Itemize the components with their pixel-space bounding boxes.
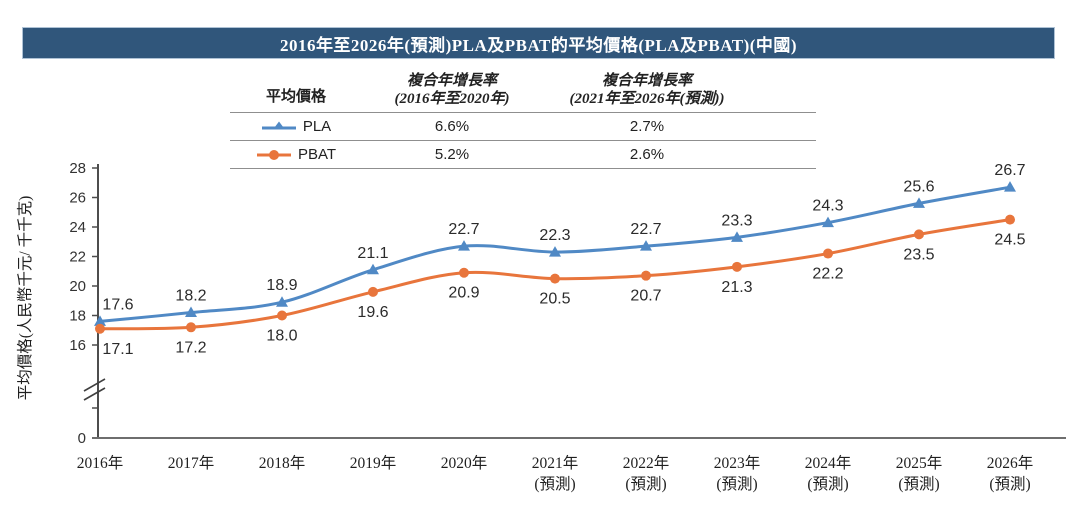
pbat-legend-entry: PBAT — [230, 146, 362, 163]
data-label-pbat: 20.5 — [539, 291, 570, 308]
data-label-pla: 22.3 — [539, 227, 570, 244]
marker-pla — [1004, 181, 1016, 192]
cagr-2016-2020-header: 複合年增長率 (2016年至2020年) — [394, 73, 510, 107]
data-label-pbat: 17.1 — [102, 341, 133, 358]
data-label-pbat: 22.2 — [812, 266, 843, 283]
x-tick-label: 2019年 — [350, 454, 397, 472]
x-tick-label: 2020年 — [441, 454, 488, 472]
marker-pla — [913, 197, 925, 208]
data-label-pbat: 24.5 — [994, 232, 1025, 249]
marker-pla — [822, 216, 834, 228]
marker-pbat — [459, 267, 469, 278]
marker-pbat — [95, 323, 105, 334]
data-label-pla: 21.1 — [357, 245, 388, 262]
data-label-pla: 18.9 — [266, 277, 297, 294]
pbat-cagr-2016-2020: 5.2% — [434, 146, 470, 163]
pbat-cagr-2021-2026: 2.6% — [629, 146, 665, 163]
data-label-pbat: 18.0 — [266, 328, 297, 345]
marker-pbat — [368, 286, 378, 297]
marker-pbat — [186, 322, 196, 333]
x-tick-label: 2017年 — [168, 454, 215, 472]
data-label-pla: 18.2 — [175, 288, 206, 305]
y-tick-label: 28 — [69, 160, 86, 177]
x-tick-label: 2018年 — [259, 454, 306, 472]
data-label-pla: 24.3 — [812, 198, 843, 215]
marker-pbat — [550, 273, 560, 284]
x-tick-label: 2021年 — [532, 454, 579, 472]
marker-pbat — [641, 270, 651, 281]
chart-title-bar: 2016年至2026年(預測)PLA及PBAT的平均價格(PLA及PBAT)(中… — [22, 27, 1055, 59]
cagr-2021-2026-header: 複合年增長率 (2021年至2026年(預測)) — [569, 73, 725, 107]
marker-pbat — [914, 229, 924, 240]
data-label-pbat: 17.2 — [175, 339, 206, 356]
y-tick-label: 20 — [69, 278, 86, 295]
pla-legend-entry: PLA — [230, 118, 362, 135]
marker-pla — [731, 231, 743, 242]
marker-pbat — [732, 261, 742, 272]
x-tick-label: 2022年 — [623, 454, 670, 472]
marker-pbat — [1005, 214, 1015, 225]
y-tick-label: 16 — [69, 337, 86, 354]
y-tick-label-zero: 0 — [78, 430, 86, 447]
cagr-legend-table: 平均價格 複合年增長率 (2016年至2020年) 複合年增長率 (2021年至… — [230, 62, 816, 169]
x-tick-label-forecast: (預測) — [989, 475, 1030, 493]
y-tick-label: 22 — [69, 249, 86, 266]
data-label-pla: 26.7 — [994, 162, 1025, 179]
data-label-pla: 17.6 — [102, 296, 133, 313]
data-label-pbat: 19.6 — [357, 304, 388, 321]
cagr-table-header: 平均價格 複合年增長率 (2016年至2020年) 複合年增長率 (2021年至… — [230, 62, 816, 113]
data-label-pla: 22.7 — [448, 221, 479, 238]
axis-break-icon — [83, 387, 106, 401]
marker-pla — [549, 246, 561, 257]
chart-title: 2016年至2026年(預測)PLA及PBAT的平均價格(PLA及PBAT)(中… — [279, 35, 798, 55]
pla-triangle-line-icon — [261, 121, 296, 129]
x-tick-label-forecast: (預測) — [807, 475, 848, 493]
legend-row-pbat: PBAT 5.2% 2.6% — [230, 141, 816, 169]
data-label-pbat: 23.5 — [903, 246, 934, 263]
x-tick-label-forecast: (預測) — [716, 475, 757, 493]
x-tick-label: 2026年 — [987, 454, 1034, 472]
data-label-pla: 25.6 — [903, 178, 934, 195]
data-label-pbat: 20.9 — [448, 285, 479, 302]
legend-row-pla: PLA 6.6% 2.7% — [230, 113, 816, 141]
x-tick-label-forecast: (預測) — [898, 475, 939, 493]
pla-cagr-2021-2026: 2.7% — [629, 118, 665, 135]
data-label-pla: 22.7 — [630, 221, 661, 238]
pla-series-label: PLA — [302, 118, 332, 135]
marker-pbat — [823, 248, 833, 259]
marker-pbat — [277, 310, 287, 321]
x-tick-label: 2016年 — [77, 454, 124, 472]
marker-pla — [640, 240, 652, 251]
marker-pla — [185, 306, 197, 318]
y-tick-label: 26 — [69, 190, 86, 207]
pbat-series-label: PBAT — [297, 146, 337, 163]
marker-pla — [276, 296, 288, 307]
pla-cagr-2016-2020: 6.6% — [434, 118, 470, 135]
x-tick-label: 2025年 — [896, 454, 943, 472]
data-label-pbat: 21.3 — [721, 279, 752, 296]
x-tick-label: 2024年 — [805, 454, 852, 472]
marker-pla — [458, 240, 470, 251]
pbat-circle-line-icon — [256, 149, 291, 160]
x-tick-label-forecast: (預測) — [625, 475, 666, 493]
y-tick-label: 18 — [69, 308, 86, 325]
marker-pla — [94, 315, 106, 326]
marker-pla — [367, 263, 379, 275]
data-label-pla: 23.3 — [721, 212, 752, 229]
data-label-pbat: 20.7 — [630, 288, 661, 305]
x-tick-label: 2023年 — [714, 454, 761, 472]
axis-break-icon — [83, 378, 106, 392]
x-tick-label-forecast: (預測) — [534, 475, 575, 493]
avg-price-column-header: 平均價格 — [265, 89, 326, 105]
y-tick-label: 24 — [69, 219, 86, 236]
y-axis-title: 平均價格(人民幣千元/ 千千克) — [16, 196, 34, 401]
